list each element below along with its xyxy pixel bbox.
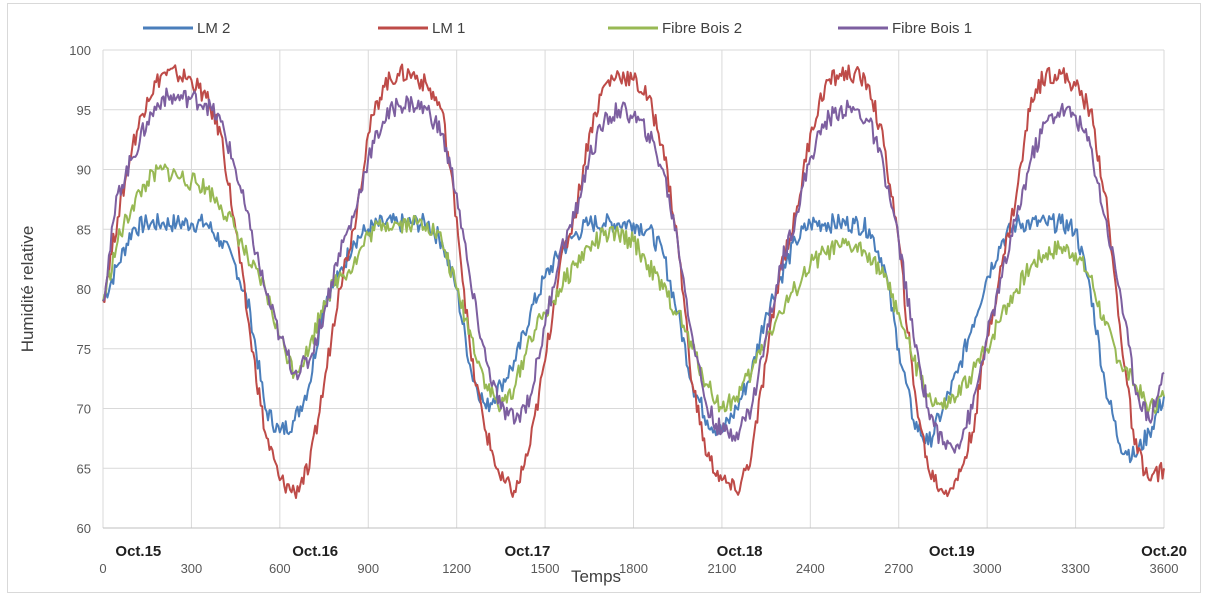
- x-tick-label: 1500: [531, 561, 560, 576]
- legend-label: LM 2: [197, 20, 230, 37]
- date-label: Oct.19: [929, 543, 975, 560]
- x-tick-label: 3300: [1061, 561, 1090, 576]
- legend-label: LM 1: [432, 20, 465, 37]
- legend: LM 2 LM 1 Fibre Bois 2 Fibre Bois 1: [143, 20, 972, 37]
- x-tick-label: 2100: [707, 561, 736, 576]
- y-tick-label: 100: [69, 43, 91, 58]
- y-tick-label: 90: [77, 163, 91, 178]
- legend-label: Fibre Bois 2: [662, 20, 742, 37]
- x-axis-title: Temps: [571, 567, 621, 586]
- y-tick-label: 85: [77, 222, 91, 237]
- chart-frame: 60 65 70 75 80 85 90 95 100 0 300 600 900 1200 1500 18…: [7, 3, 1201, 593]
- y-tick-label: 60: [77, 521, 91, 536]
- date-label: Oct.15: [115, 543, 161, 560]
- x-tick-label: 3000: [973, 561, 1002, 576]
- date-labels: Oct.15 Oct.16 Oct.17 Oct.18 Oct.19 Oct.20: [115, 543, 1186, 560]
- x-tick-label: 1200: [442, 561, 471, 576]
- y-tick-label: 80: [77, 282, 91, 297]
- humidity-line-chart: 60 65 70 75 80 85 90 95 100 0 300 600 900 1200 1500 18…: [18, 20, 1187, 586]
- date-label: Oct.18: [717, 543, 763, 560]
- y-tick-label: 75: [77, 342, 91, 357]
- x-tick-label: 0: [99, 561, 106, 576]
- x-tick-label: 600: [269, 561, 291, 576]
- x-tick-label: 900: [357, 561, 379, 576]
- date-label: Oct.16: [292, 543, 338, 560]
- x-tick-label: 3600: [1150, 561, 1179, 576]
- y-tick-labels: 60 65 70 75 80 85 90 95 100: [69, 43, 91, 536]
- x-tick-label: 2400: [796, 561, 825, 576]
- y-tick-label: 95: [77, 103, 91, 118]
- y-axis-title: Humidité relative: [18, 226, 37, 353]
- y-tick-label: 70: [77, 402, 91, 417]
- series-line-fibre-bois-1: [102, 87, 1165, 454]
- date-label: Oct.17: [504, 543, 550, 560]
- series-layer: [102, 63, 1165, 499]
- x-tick-label: 2700: [884, 561, 913, 576]
- x-tick-label: 300: [181, 561, 203, 576]
- legend-label: Fibre Bois 1: [892, 20, 972, 37]
- gridlines: [102, 49, 1165, 529]
- y-tick-label: 65: [77, 461, 91, 476]
- date-label: Oct.20: [1141, 543, 1187, 560]
- series-line-lm-2: [102, 212, 1165, 464]
- x-tick-labels: 0 300 600 900 1200 1500 1800 2100 2400 2700 3000 33…: [99, 561, 1178, 576]
- x-tick-label: 1800: [619, 561, 648, 576]
